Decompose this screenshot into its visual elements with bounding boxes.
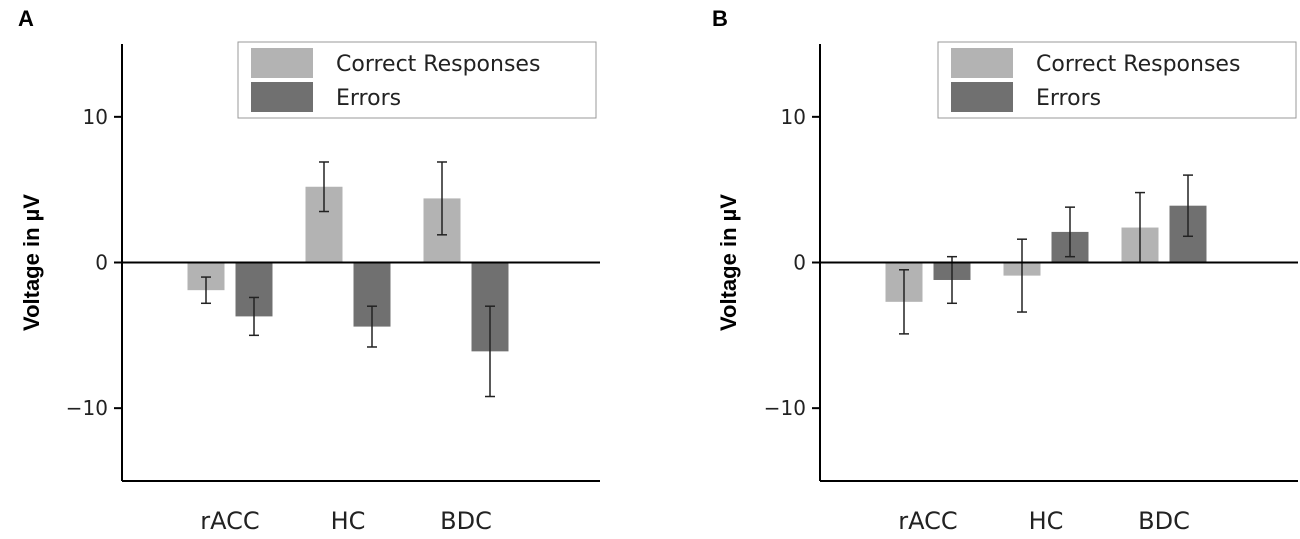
legend: Correct Responses Errors xyxy=(237,41,597,119)
category-label-racc: rACC xyxy=(898,507,957,535)
legend-label-errors: Errors xyxy=(1036,86,1101,111)
y-tick-label: 10 xyxy=(83,105,108,129)
y-tick-label: −10 xyxy=(66,396,108,420)
panel-label: A xyxy=(18,6,34,31)
y-tick-label: 0 xyxy=(95,251,108,275)
category-label-racc: rACC xyxy=(200,507,259,535)
panel-b: B Voltage in µV 10 0 −10 rACC HC BDC Correct Res… xyxy=(712,6,1298,535)
panel-a: A Voltage in µV 10 0 −10 rACC HC BDC Correct Res… xyxy=(18,6,600,535)
legend-label-errors: Errors xyxy=(336,86,401,111)
y-tick-label: −10 xyxy=(764,396,806,420)
legend-label-correct: Correct Responses xyxy=(336,52,540,77)
y-axis-label: Voltage in µV xyxy=(716,194,741,331)
legend-swatch-correct xyxy=(951,48,1013,78)
legend-swatch-errors xyxy=(951,82,1013,112)
legend-swatch-errors xyxy=(251,82,313,112)
panel-label: B xyxy=(712,6,728,31)
category-label-hc: HC xyxy=(331,507,366,535)
category-label-bdc: BDC xyxy=(1138,507,1190,535)
category-label-bdc: BDC xyxy=(440,507,492,535)
legend-swatch-correct xyxy=(251,48,313,78)
legend-label-correct: Correct Responses xyxy=(1036,52,1240,77)
legend: Correct Responses Errors xyxy=(937,41,1297,119)
y-tick-label: 0 xyxy=(793,251,806,275)
y-axis-label: Voltage in µV xyxy=(19,194,44,331)
category-label-hc: HC xyxy=(1029,507,1064,535)
y-tick-label: 10 xyxy=(781,105,806,129)
